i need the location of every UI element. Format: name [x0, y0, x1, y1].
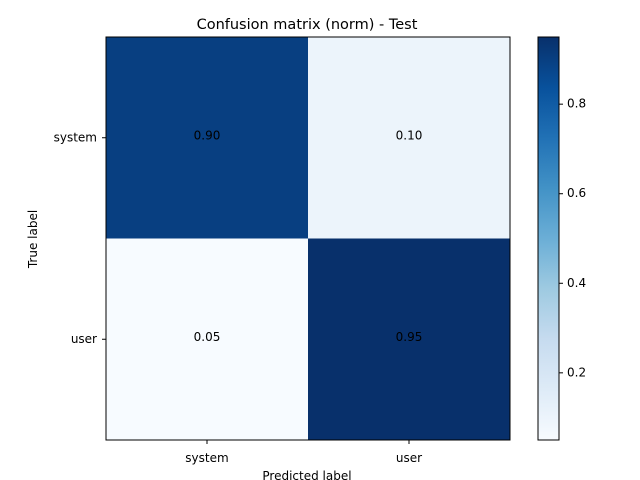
colorbar-ticks: 0.2 0.4 0.6 0.8: [559, 97, 586, 379]
colorbar: [537, 36, 560, 441]
heatmap-cell: [308, 238, 511, 441]
colorbar-tick-label: 0.2: [567, 365, 586, 379]
heatmap-cell-label: 0.95: [396, 330, 423, 344]
colorbar-tick-label: 0.4: [567, 276, 586, 290]
x-axis-ticks: system user: [185, 440, 422, 465]
x-tick-label: user: [396, 451, 422, 465]
heatmap-cell-label: 0.10: [396, 128, 423, 142]
heatmap-cell-labels: 0.90 0.10 0.05 0.95: [194, 128, 423, 344]
heatmap-cell-label: 0.90: [194, 128, 221, 142]
heatmap-cell-label: 0.05: [194, 330, 221, 344]
heatmap-cell: [106, 238, 309, 441]
colorbar-tick-label: 0.8: [567, 97, 586, 111]
heatmap-cell: [308, 37, 511, 239]
x-tick-label: system: [185, 451, 228, 465]
y-axis-label: True label: [26, 210, 40, 269]
colorbar-tick-label: 0.6: [567, 186, 586, 200]
heatmap-frame: [105, 36, 511, 441]
y-tick-label: user: [71, 332, 97, 346]
chart-title: Confusion matrix (norm) - Test: [197, 17, 418, 33]
x-axis-label: Predicted label: [262, 469, 351, 480]
heatmap-cell: [106, 37, 309, 239]
y-tick-label: system: [54, 130, 97, 144]
y-axis-ticks: system user: [54, 130, 106, 346]
heatmap-cells: [106, 37, 511, 441]
